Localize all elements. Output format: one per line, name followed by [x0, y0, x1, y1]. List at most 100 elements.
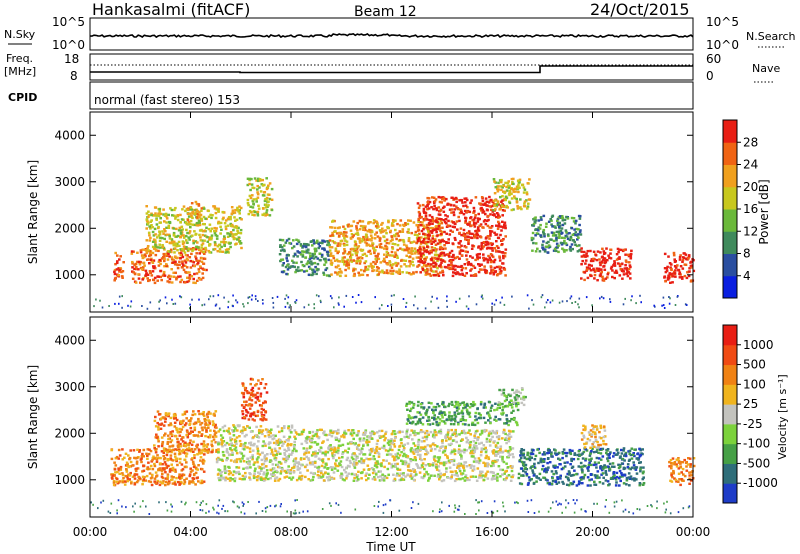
data-cell — [596, 250, 600, 253]
data-cell — [211, 444, 214, 448]
data-cell — [395, 237, 398, 241]
data-cell — [474, 222, 478, 225]
data-cell — [510, 208, 514, 212]
data-cell — [183, 412, 187, 416]
data-cell — [501, 209, 505, 212]
data-cell — [287, 425, 290, 428]
data-cell — [179, 231, 183, 235]
data-cell — [434, 250, 438, 253]
data-cell — [231, 429, 234, 432]
data-cell — [202, 480, 206, 483]
data-cell — [446, 253, 450, 256]
data-cell — [218, 478, 221, 482]
data-cell — [202, 250, 205, 253]
data-cell — [453, 236, 457, 240]
data-cell — [510, 192, 513, 196]
data-cell — [265, 196, 269, 200]
data-cell — [306, 251, 310, 254]
data-cell — [379, 242, 383, 246]
data-cell — [440, 252, 443, 255]
data-cell — [404, 475, 407, 478]
data-cell — [153, 444, 156, 447]
data-cell — [142, 261, 146, 265]
data-cell — [364, 241, 367, 244]
data-cell — [263, 435, 267, 438]
data-cell — [449, 263, 453, 267]
data-cell — [565, 215, 568, 219]
data-cell — [434, 228, 437, 231]
data-cell — [629, 257, 633, 260]
data-cell — [456, 466, 459, 469]
data-cell — [345, 240, 349, 243]
data-cell — [210, 216, 213, 220]
data-cell — [447, 224, 450, 227]
data-cell — [336, 271, 339, 275]
data-cell — [251, 206, 255, 209]
data-cell — [496, 273, 500, 276]
data-cell — [625, 268, 629, 272]
data-cell — [307, 436, 311, 439]
data-cell — [347, 223, 350, 226]
data-cell — [672, 251, 676, 255]
data-cell — [319, 458, 322, 461]
data-cell — [280, 429, 284, 433]
data-cell — [493, 192, 497, 195]
data-cell — [559, 241, 563, 245]
data-cell — [119, 468, 123, 471]
data-cell — [569, 249, 573, 252]
data-cell — [564, 242, 568, 245]
data-cell — [238, 472, 241, 476]
data-cell — [251, 458, 254, 461]
data-cell — [391, 272, 395, 275]
data-cell — [243, 445, 247, 448]
data-cell — [434, 207, 438, 210]
data-cell — [511, 453, 514, 456]
data-cell — [486, 246, 490, 249]
data-cell — [225, 469, 228, 473]
data-cell — [449, 204, 453, 207]
data-cell — [503, 268, 507, 271]
data-cell — [182, 249, 186, 252]
data-cell — [172, 231, 176, 235]
data-cell — [197, 268, 201, 271]
data-cell — [263, 400, 267, 403]
data-cell — [247, 302, 249, 305]
data-cell — [379, 245, 382, 249]
data-cell — [135, 473, 139, 476]
data-cell — [445, 232, 448, 235]
data-cell — [152, 238, 156, 241]
data-cell — [674, 269, 677, 272]
data-cluster — [240, 377, 269, 422]
data-cell — [278, 477, 282, 481]
data-cell — [256, 449, 260, 453]
data-cell — [336, 244, 339, 247]
data-cell — [387, 473, 390, 476]
data-cell — [192, 410, 195, 413]
data-cell — [438, 476, 442, 479]
data-cell — [255, 475, 259, 479]
data-cell — [194, 281, 197, 285]
data-cell — [213, 429, 216, 433]
data-cell — [487, 201, 491, 204]
data-cell — [421, 436, 425, 439]
data-cell — [257, 179, 260, 183]
data-cell — [624, 248, 627, 251]
data-cell — [99, 299, 101, 302]
data-cell — [283, 440, 287, 444]
data-cell — [236, 229, 239, 233]
data-cell — [425, 438, 428, 441]
data-cell — [537, 219, 541, 222]
data-cell — [599, 297, 601, 300]
data-cell — [329, 254, 333, 257]
data-cell — [319, 476, 322, 479]
data-cell — [328, 249, 332, 252]
data-cell — [475, 230, 479, 234]
data-cell — [261, 378, 264, 381]
data-cell — [327, 448, 331, 451]
data-cell — [493, 266, 497, 270]
data-cell — [534, 219, 538, 222]
data-cell — [251, 449, 255, 452]
data-cell — [249, 443, 253, 447]
data-cell — [426, 250, 430, 253]
